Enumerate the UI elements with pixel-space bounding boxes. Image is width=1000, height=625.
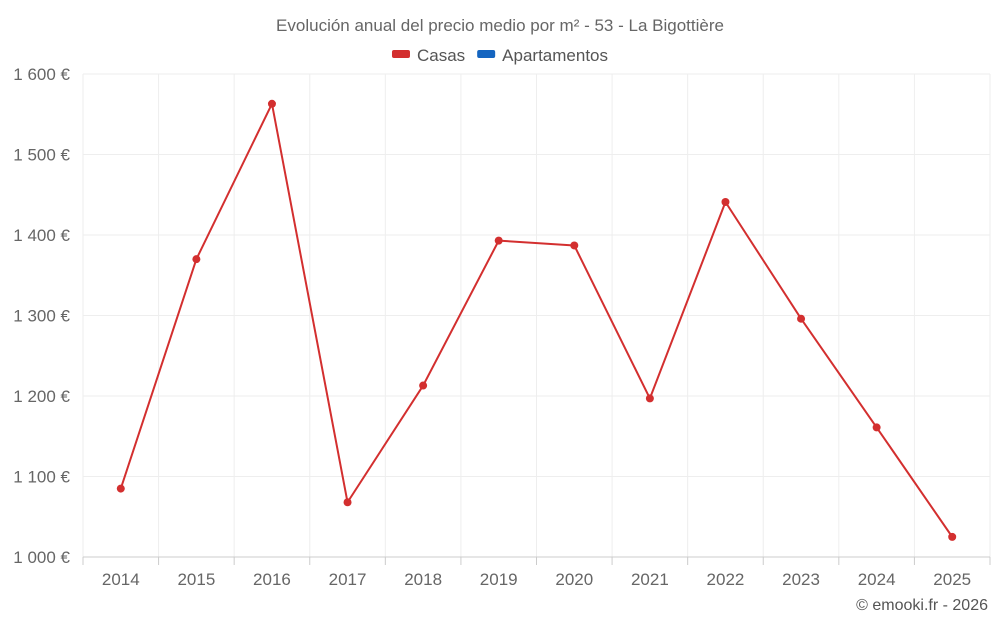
data-point[interactable] [267, 99, 276, 108]
y-tick-label: 1 600 € [13, 65, 70, 84]
y-tick-label: 1 200 € [13, 387, 70, 406]
y-tick-label: 1 100 € [13, 468, 70, 487]
data-point[interactable] [494, 236, 503, 245]
x-tick-label: 2025 [933, 570, 971, 589]
data-point[interactable] [645, 394, 654, 403]
legend-swatch [477, 50, 496, 58]
chart-title: Evolución anual del precio medio por m² … [276, 16, 724, 35]
data-point[interactable] [343, 498, 352, 507]
legend-swatch [391, 50, 410, 58]
series-line-casas [119, 102, 954, 538]
x-tick-label: 2016 [253, 570, 291, 589]
data-point[interactable] [948, 532, 957, 541]
series-layer [116, 99, 957, 541]
legend-label: Casas [417, 46, 465, 65]
y-axis-ticks: 1 000 € 1 100 € 1 200 € 1 300 € 1 400 € 1 500… [13, 65, 70, 567]
x-tick-label: 2020 [555, 570, 593, 589]
legend-item-apartamentos[interactable]: Apartamentos [477, 46, 608, 65]
x-tick-label: 2017 [329, 570, 367, 589]
x-tick-label: 2024 [858, 570, 896, 589]
grid [82, 73, 991, 558]
legend-item-casas[interactable]: Casas [391, 46, 465, 65]
y-tick-label: 1 400 € [13, 226, 70, 245]
data-point[interactable] [721, 197, 730, 206]
x-tick-label: 2021 [631, 570, 669, 589]
data-point[interactable] [570, 241, 579, 250]
y-tick-label: 1 500 € [13, 146, 70, 165]
x-tick-label: 2022 [707, 570, 745, 589]
legend-label: Apartamentos [502, 46, 608, 65]
data-point[interactable] [116, 484, 125, 493]
legend: Casas Apartamentos [391, 46, 608, 65]
credit-text: © emooki.fr - 2026 [856, 597, 988, 614]
y-tick-label: 1 300 € [13, 307, 70, 326]
data-point[interactable] [872, 423, 881, 432]
data-point[interactable] [192, 255, 201, 264]
data-point[interactable] [797, 314, 806, 323]
x-tick-label: 2018 [404, 570, 442, 589]
x-tick-label: 2014 [102, 570, 140, 589]
x-tick-label: 2015 [177, 570, 215, 589]
x-tick-label: 2019 [480, 570, 518, 589]
y-tick-label: 1 000 € [13, 548, 70, 567]
x-tick-label: 2023 [782, 570, 820, 589]
data-point[interactable] [419, 381, 428, 390]
x-axis-ticks: 2014 2015 2016 2017 2018 2019 2020 2021 2022 2023… [82, 557, 991, 589]
